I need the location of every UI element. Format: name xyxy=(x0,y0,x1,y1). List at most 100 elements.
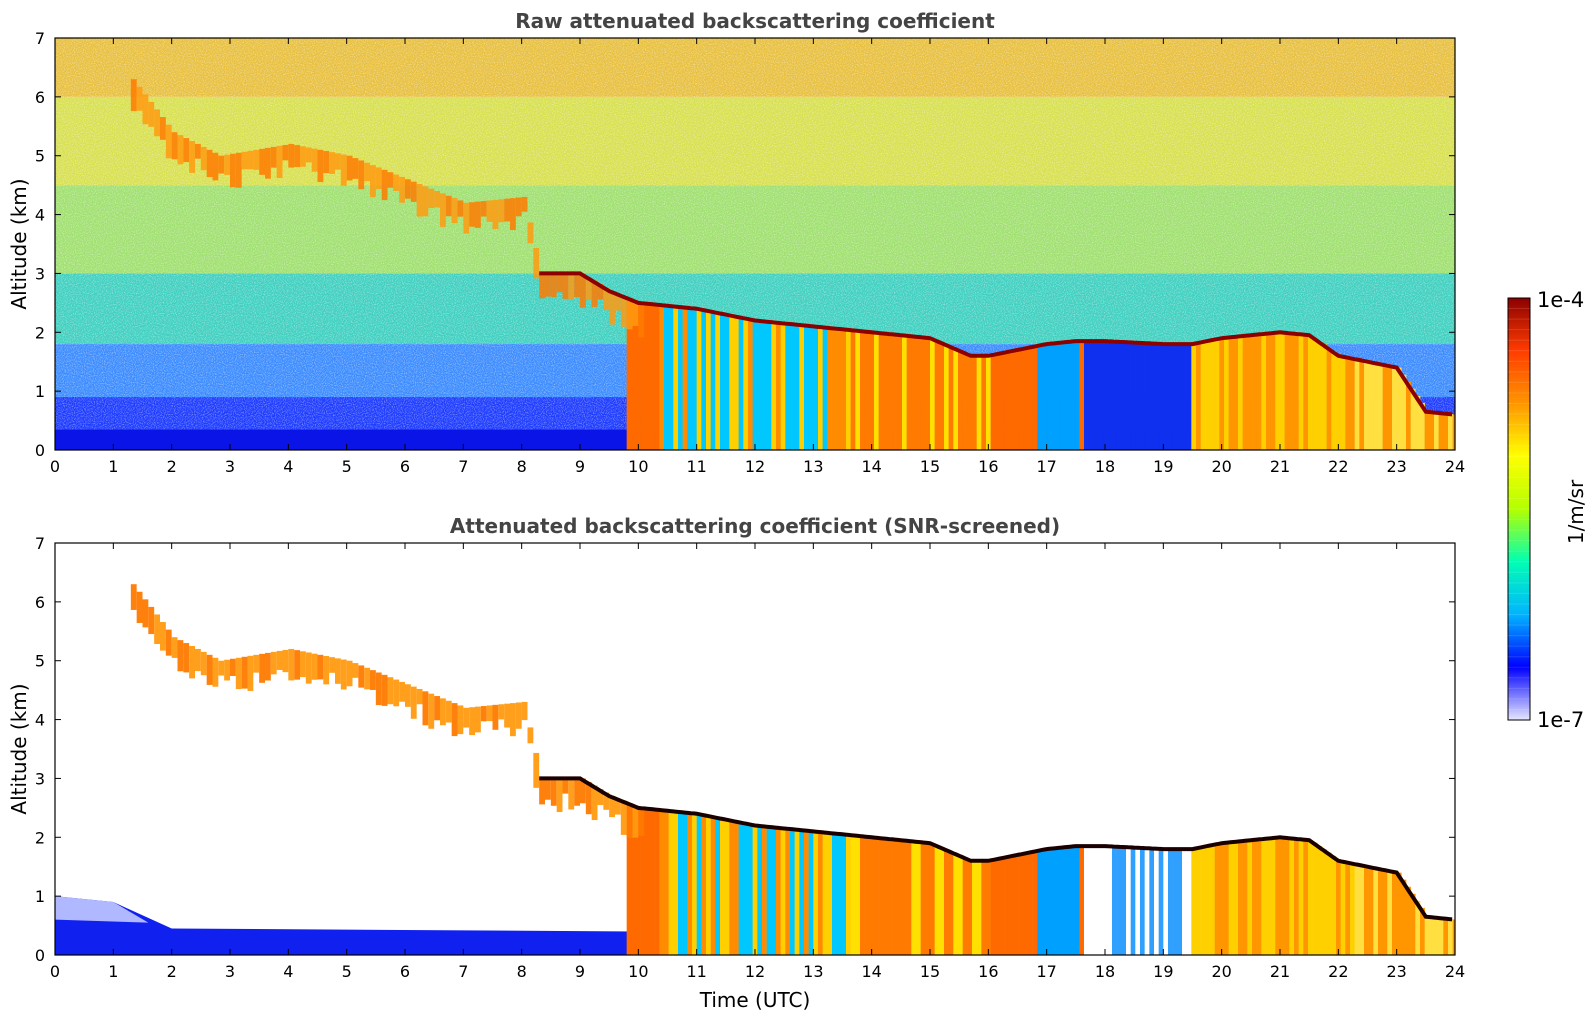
x-tick-label: 18 xyxy=(1095,457,1115,476)
cloud-column xyxy=(1443,918,1449,955)
colorbar-max-label: 1e-4 xyxy=(1537,288,1584,312)
cloud-column xyxy=(1126,342,1131,450)
cloud-column xyxy=(654,304,660,450)
cirrus-streak xyxy=(195,143,201,159)
cloud-column xyxy=(650,809,655,955)
cloud-column xyxy=(1392,366,1397,450)
cloud-column xyxy=(757,320,763,450)
x-tick-label: 2 xyxy=(167,962,177,981)
cloud-column xyxy=(1070,341,1075,450)
cirrus-streak xyxy=(241,656,248,689)
cloud-column xyxy=(1191,849,1197,955)
cirrus-streak xyxy=(130,584,137,610)
cloud-column xyxy=(916,336,921,450)
cloud-column xyxy=(1037,850,1043,955)
cloud-column xyxy=(1009,856,1015,955)
cloud-column xyxy=(995,859,1001,955)
cloud-column xyxy=(678,811,683,955)
cloud-column xyxy=(1121,341,1127,450)
cirrus-streak xyxy=(177,135,184,165)
cloud-column xyxy=(734,316,739,450)
cloud-column xyxy=(1004,857,1010,955)
cloud-column xyxy=(850,330,856,450)
cloud-column xyxy=(1074,341,1080,450)
cloud-column xyxy=(1284,332,1290,450)
cloud-column xyxy=(1312,842,1318,955)
y-tick-label: 4 xyxy=(35,206,45,225)
cloud-column xyxy=(1093,846,1099,955)
cirrus-streak xyxy=(154,109,160,137)
cirrus-streak xyxy=(335,153,341,170)
cloud-column xyxy=(1042,849,1047,955)
y-axis-ticks: 0 1 2 3 4 5 6 7 xyxy=(35,29,1455,460)
cirrus-streak xyxy=(136,86,143,111)
cirrus-streak xyxy=(323,656,330,685)
cloud-column xyxy=(869,332,875,450)
cloud-column xyxy=(1074,846,1080,955)
x-tick-label: 19 xyxy=(1153,962,1173,981)
cloud-column xyxy=(1014,350,1019,450)
cloud-column xyxy=(1378,868,1383,955)
cirrus-streak xyxy=(288,648,295,681)
cloud-column xyxy=(888,838,893,955)
cirrus-streak xyxy=(195,648,201,672)
cloud-column xyxy=(1056,343,1061,450)
cirrus-streak xyxy=(218,155,225,174)
cloud-column xyxy=(1046,344,1052,450)
cirrus-streak xyxy=(510,703,516,737)
cirrus-streak xyxy=(603,792,610,810)
cloud-column xyxy=(1032,346,1038,450)
x-tick-label: 23 xyxy=(1386,457,1406,476)
cloud-column xyxy=(1046,849,1052,955)
cloud-column xyxy=(1135,342,1141,450)
cirrus-streak xyxy=(375,672,382,706)
cirrus-streak xyxy=(626,803,633,838)
cloud-column xyxy=(729,315,735,450)
cloud-column xyxy=(1196,848,1201,955)
cloud-column xyxy=(1135,847,1141,955)
x-tick-label: 14 xyxy=(861,457,881,476)
cirrus-streak xyxy=(475,706,481,733)
cirrus-streak xyxy=(265,652,271,681)
x-tick-label: 12 xyxy=(745,962,765,981)
cloud-column xyxy=(902,840,907,955)
cloud-column xyxy=(706,815,711,955)
cloud-column xyxy=(1275,837,1281,955)
cirrus-streak xyxy=(515,197,522,217)
x-tick-label: 22 xyxy=(1328,962,1348,981)
cloud-column xyxy=(1233,841,1239,955)
cloud-column xyxy=(995,354,1001,450)
heatmap-area xyxy=(55,584,1455,955)
cirrus-streak xyxy=(486,200,493,222)
x-tick-label: 9 xyxy=(575,962,585,981)
cloud-column xyxy=(1298,839,1304,955)
cloud-column xyxy=(1256,839,1262,955)
x-tick-label: 4 xyxy=(283,962,293,981)
cirrus-streak xyxy=(492,199,499,230)
cirrus-streak xyxy=(160,117,166,140)
cloud-column xyxy=(1331,855,1337,955)
cloud-column xyxy=(1018,349,1024,450)
cloud-column xyxy=(664,810,669,955)
cirrus-streak xyxy=(381,169,388,201)
cloud-column xyxy=(673,306,679,450)
cirrus-streak xyxy=(609,796,615,818)
cirrus-streak xyxy=(160,622,166,651)
cirrus-streak xyxy=(154,614,160,644)
cloud-column xyxy=(1102,341,1108,450)
cloud-column xyxy=(1266,838,1271,955)
cloud-column xyxy=(958,350,963,450)
cloud-column xyxy=(1261,839,1267,955)
cloud-column xyxy=(785,323,791,450)
cloud-column xyxy=(1126,847,1131,955)
x-axis-ticks: 0 1 2 3 4 5 6 7 8 9 10 11 12 13 14 15 16 17 18 19 20 21 22 23 24 xyxy=(50,543,1465,981)
cloud-column xyxy=(836,328,842,450)
cloud-column xyxy=(1396,367,1402,450)
cloud-column xyxy=(1438,918,1444,955)
x-tick-label: 12 xyxy=(745,457,765,476)
cirrus-streak xyxy=(276,145,283,179)
cirrus-streak xyxy=(405,179,411,199)
cloud-column xyxy=(1368,866,1374,955)
cirrus-streak xyxy=(206,149,213,178)
x-tick-label: 11 xyxy=(686,962,706,981)
